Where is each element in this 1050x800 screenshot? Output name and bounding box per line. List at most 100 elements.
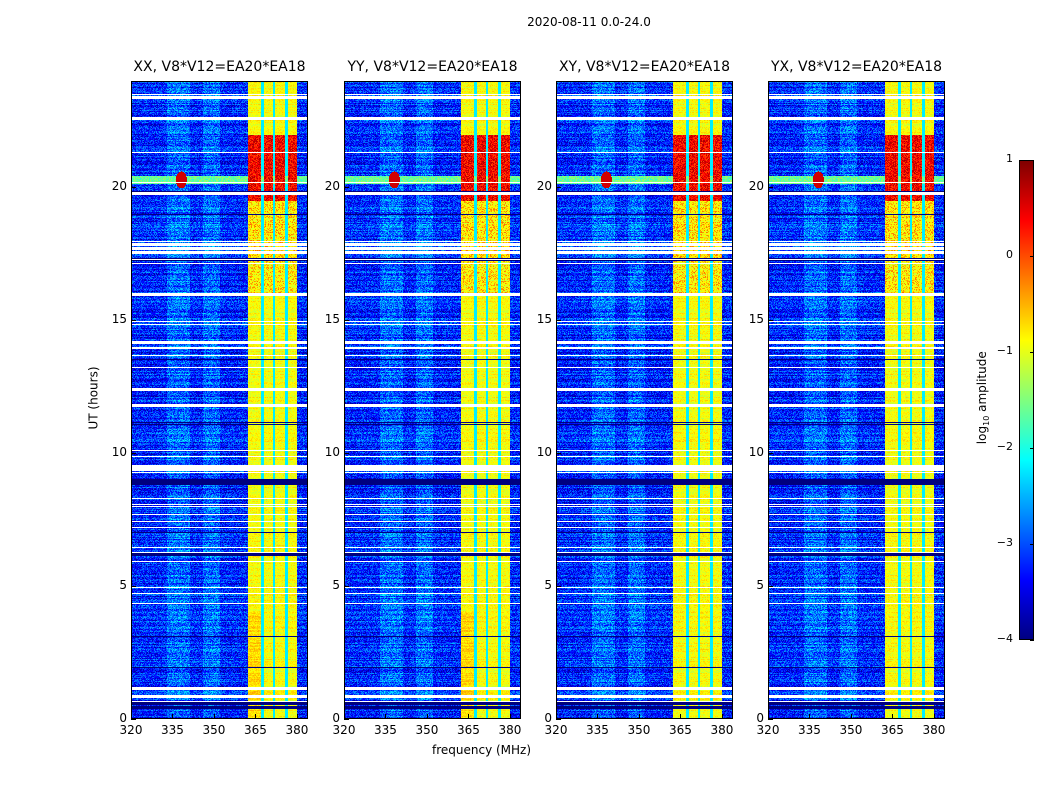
figure-title: 2020-08-11 0.0-24.0 bbox=[527, 15, 651, 29]
x-tick-label: 320 bbox=[332, 723, 356, 737]
x-tick-label: 350 bbox=[202, 723, 226, 737]
spectrogram-heatmap bbox=[768, 81, 945, 719]
colorbar-tick-mark bbox=[1030, 448, 1034, 449]
colorbar bbox=[1019, 160, 1034, 640]
colorbar-tick-mark bbox=[1030, 640, 1034, 641]
y-tick-label: 20 bbox=[748, 179, 764, 194]
panel-title: XY, V8*V12=EA20*EA18 bbox=[558, 59, 731, 75]
x-tick-mark bbox=[933, 714, 935, 719]
y-tick-mark bbox=[556, 586, 561, 588]
x-tick-mark bbox=[809, 714, 811, 719]
y-tick-mark bbox=[556, 719, 561, 720]
y-tick-label: 15 bbox=[748, 312, 764, 327]
x-tick-label: 365 bbox=[457, 723, 480, 737]
x-tick-mark bbox=[850, 714, 852, 719]
y-tick-label: 0 bbox=[332, 711, 340, 725]
x-tick-mark bbox=[680, 714, 682, 719]
y-axis-label: UT (hours) bbox=[86, 366, 101, 430]
colorbar-label-suffix: amplitude bbox=[974, 351, 989, 416]
panel-title: YX, V8*V12=EA20*EA18 bbox=[770, 59, 943, 75]
colorbar-tick-mark bbox=[1030, 544, 1034, 545]
x-tick-mark bbox=[468, 714, 470, 719]
y-tick-label: 10 bbox=[324, 445, 340, 460]
spectrogram-heatmap bbox=[556, 81, 733, 719]
x-tick-mark bbox=[892, 714, 894, 719]
y-tick-label: 0 bbox=[119, 711, 127, 725]
y-tick-label: 20 bbox=[536, 179, 552, 194]
y-tick-label: 5 bbox=[332, 578, 340, 593]
y-tick-label: 0 bbox=[756, 711, 764, 725]
panel-title: YY, V8*V12=EA20*EA18 bbox=[347, 59, 518, 75]
x-tick-label: 380 bbox=[498, 723, 522, 737]
y-tick-label: 10 bbox=[748, 445, 764, 460]
y-tick-mark bbox=[131, 719, 136, 720]
x-tick-mark bbox=[296, 714, 298, 719]
x-tick-label: 335 bbox=[798, 723, 821, 737]
x-tick-mark bbox=[131, 714, 132, 719]
x-tick-label: 335 bbox=[586, 723, 609, 737]
x-tick-mark bbox=[426, 714, 428, 719]
x-tick-label: 380 bbox=[285, 723, 309, 737]
y-tick-label: 15 bbox=[536, 312, 552, 327]
x-tick-mark bbox=[638, 714, 640, 719]
x-tick-mark bbox=[556, 714, 557, 719]
colorbar-tick-label: 1 bbox=[1006, 152, 1013, 165]
colorbar-tick-label: −2 bbox=[996, 440, 1013, 453]
x-tick-label: 350 bbox=[627, 723, 651, 737]
y-tick-mark bbox=[344, 320, 349, 322]
y-tick-mark bbox=[131, 586, 136, 588]
y-tick-mark bbox=[344, 453, 349, 455]
x-tick-label: 335 bbox=[374, 723, 397, 737]
y-tick-label: 5 bbox=[544, 578, 552, 593]
x-tick-mark bbox=[344, 714, 345, 719]
y-tick-mark bbox=[131, 453, 136, 455]
colorbar-tick-label: 0 bbox=[1006, 248, 1013, 261]
colorbar-tick-label: −3 bbox=[996, 536, 1013, 549]
y-tick-label: 20 bbox=[111, 179, 127, 194]
colorbar-tick-label: −4 bbox=[996, 632, 1013, 645]
colorbar-tick-mark bbox=[1030, 352, 1034, 353]
y-tick-label: 5 bbox=[756, 578, 764, 593]
spectrogram-heatmap bbox=[131, 81, 308, 719]
colorbar-label-sub: 10 bbox=[982, 415, 992, 426]
y-tick-label: 5 bbox=[119, 578, 127, 593]
x-tick-label: 320 bbox=[119, 723, 143, 737]
y-tick-label: 0 bbox=[544, 711, 552, 725]
x-tick-label: 350 bbox=[415, 723, 439, 737]
y-tick-label: 10 bbox=[111, 445, 127, 460]
x-tick-label: 320 bbox=[544, 723, 568, 737]
x-tick-mark bbox=[255, 714, 257, 719]
x-tick-label: 335 bbox=[161, 723, 184, 737]
y-tick-mark bbox=[556, 453, 561, 455]
y-tick-mark bbox=[768, 586, 773, 588]
spectrogram-heatmap bbox=[344, 81, 521, 719]
y-tick-label: 15 bbox=[111, 312, 127, 327]
colorbar-tick-label: −1 bbox=[996, 344, 1013, 357]
x-tick-mark bbox=[509, 714, 511, 719]
y-tick-mark bbox=[344, 187, 349, 189]
x-axis-label: frequency (MHz) bbox=[432, 743, 532, 757]
panel-title: XX, V8*V12=EA20*EA18 bbox=[133, 59, 306, 75]
y-tick-mark bbox=[556, 320, 561, 322]
colorbar-tick-mark bbox=[1030, 160, 1034, 161]
y-tick-mark bbox=[131, 320, 136, 322]
x-tick-label: 320 bbox=[756, 723, 780, 737]
y-tick-label: 10 bbox=[536, 445, 552, 460]
x-tick-label: 365 bbox=[669, 723, 692, 737]
x-tick-label: 365 bbox=[244, 723, 267, 737]
colorbar-label: log10 amplitude bbox=[974, 351, 992, 444]
y-tick-mark bbox=[768, 187, 773, 189]
x-tick-label: 380 bbox=[710, 723, 734, 737]
y-tick-mark bbox=[768, 719, 773, 720]
x-tick-label: 365 bbox=[881, 723, 904, 737]
x-tick-label: 350 bbox=[839, 723, 863, 737]
x-tick-mark bbox=[597, 714, 599, 719]
y-tick-mark bbox=[768, 453, 773, 455]
y-tick-label: 20 bbox=[324, 179, 340, 194]
x-tick-mark bbox=[768, 714, 769, 719]
x-tick-label: 380 bbox=[922, 723, 946, 737]
x-tick-mark bbox=[213, 714, 215, 719]
y-tick-mark bbox=[131, 187, 136, 189]
x-tick-mark bbox=[172, 714, 174, 719]
